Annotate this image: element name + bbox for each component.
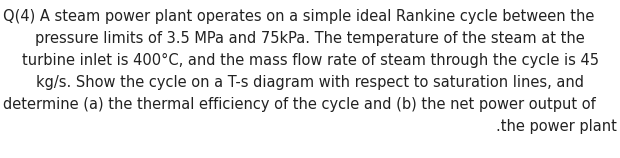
Text: turbine inlet is 400°C, and the mass flow rate of steam through the cycle is 45: turbine inlet is 400°C, and the mass flo… <box>22 53 598 68</box>
Text: pressure limits of 3.5 MPa and 75kPa. The temperature of the steam at the: pressure limits of 3.5 MPa and 75kPa. Th… <box>35 31 585 46</box>
Text: .the power plant: .the power plant <box>496 119 617 134</box>
Text: determine (a) the thermal efficiency of the cycle and (b) the net power output o: determine (a) the thermal efficiency of … <box>3 97 596 112</box>
Text: Q(4) A steam power plant operates on a simple ideal Rankine cycle between the: Q(4) A steam power plant operates on a s… <box>3 9 595 24</box>
Text: kg/s. Show the cycle on a T-s diagram with respect to saturation lines, and: kg/s. Show the cycle on a T-s diagram wi… <box>36 75 584 90</box>
